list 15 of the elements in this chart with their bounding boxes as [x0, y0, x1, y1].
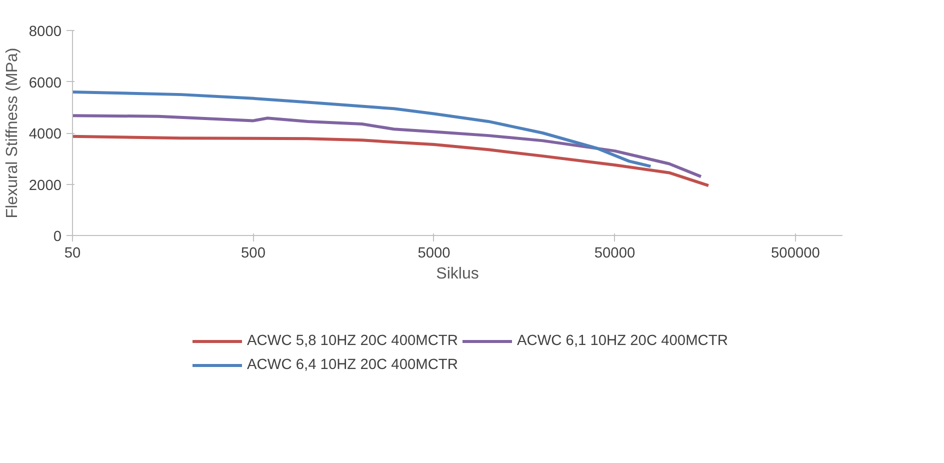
y-tick-label: 4000: [28, 126, 62, 142]
y-tick-label: 0: [53, 229, 62, 245]
legend-label: ACWC 6,4 10HZ 20C 400MCTR: [247, 357, 458, 373]
legend-label: ACWC 6,1 10HZ 20C 400MCTR: [516, 333, 728, 349]
legend-label: ACWC 5,8 10HZ 20C 400MCTR: [247, 333, 458, 349]
x-axis-title: Siklus: [436, 266, 479, 282]
x-tick-label: 500: [241, 246, 266, 262]
x-tick-label: 50: [64, 246, 81, 262]
x-tick-label: 500000: [771, 246, 820, 262]
y-axis-title: Flexural Stiffness (MPa): [4, 48, 21, 218]
x-tick-label: 5000: [418, 246, 450, 262]
y-tick-label: 8000: [28, 24, 62, 40]
y-tick-label: 6000: [28, 75, 62, 92]
x-tick-label: 50000: [594, 246, 636, 262]
y-tick-label: 2000: [28, 178, 62, 194]
